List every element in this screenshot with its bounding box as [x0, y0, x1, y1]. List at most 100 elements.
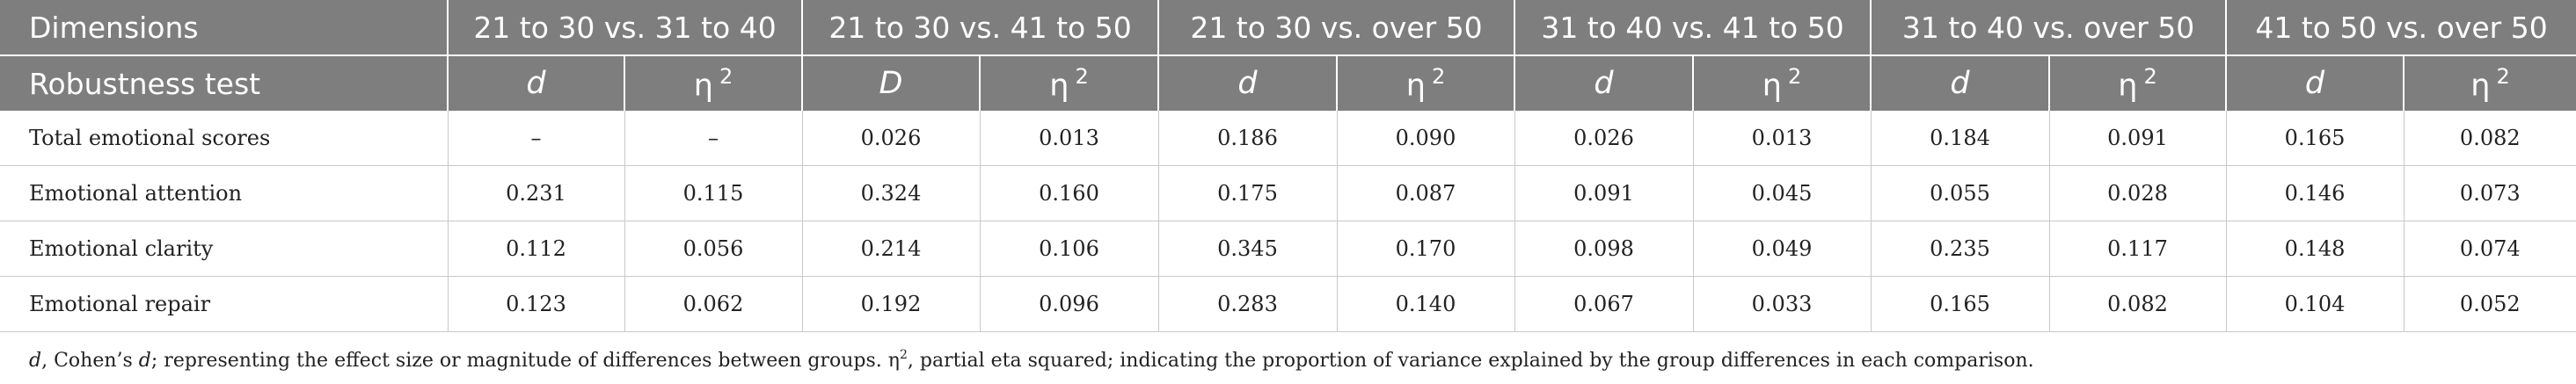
table-cell: 0.104	[2226, 276, 2405, 332]
measure-superscript: 2	[719, 63, 733, 89]
measure-superscript: 2	[1431, 63, 1446, 89]
measure-superscript: 2	[2143, 63, 2157, 89]
group-header: 41 to 50 vs. over 50	[2226, 0, 2576, 56]
footnote-d-symbol: d	[138, 350, 151, 372]
row-label: Emotional attention	[0, 165, 449, 221]
group-header: 21 to 30 vs. over 50	[1158, 0, 1516, 56]
table-cell: 0.033	[1693, 276, 1872, 332]
robustness-test-header: Robustness test	[0, 55, 449, 111]
footnote-d-symbol: d	[29, 350, 42, 372]
table-cell: 0.045	[1693, 165, 1872, 221]
measure-symbol: d	[1237, 66, 1258, 101]
footnote-text: , Cohen’s	[41, 350, 139, 372]
group-header: 21 to 30 vs. 31 to 40	[448, 0, 803, 56]
table-cell: 0.026	[802, 111, 981, 166]
measure-symbol: η	[1762, 68, 1782, 104]
measure-symbol: η	[2118, 68, 2138, 104]
table-cell: 0.049	[1693, 221, 1872, 277]
table-cell: 0.106	[980, 221, 1159, 277]
table-cell: 0.175	[1158, 165, 1338, 221]
table-cell: 0.165	[2226, 111, 2405, 166]
table-cell: 0.117	[2049, 221, 2227, 277]
table-cell: 0.235	[1871, 221, 2050, 277]
table-cell: 0.146	[2226, 165, 2405, 221]
table-cell: 0.160	[980, 165, 1159, 221]
row-label: Emotional repair	[0, 276, 449, 332]
measure-symbol: η	[1405, 68, 1426, 104]
table-cell: 0.186	[1158, 111, 1338, 166]
effect-size-table: Dimensions 21 to 30 vs. 31 to 40 21 to 3…	[0, 0, 2576, 332]
table-cell: 0.074	[2404, 221, 2576, 277]
table-cell: 0.231	[448, 165, 625, 221]
table-cell: 0.140	[1337, 276, 1515, 332]
table-cell: 0.013	[1693, 111, 1872, 166]
table-row: Emotional clarity 0.112 0.056 0.214 0.106 0.3…	[0, 221, 2576, 277]
table-cell: 0.214	[802, 221, 981, 277]
group-header: 31 to 40 vs. 41 to 50	[1514, 0, 1872, 56]
measure-symbol: η	[2470, 68, 2491, 104]
measure-symbol: d	[1594, 66, 1614, 101]
table-cell: 0.096	[980, 276, 1159, 332]
table-cell: 0.123	[448, 276, 625, 332]
measure-superscript: 2	[1075, 63, 1089, 89]
measure-symbol: d	[2304, 66, 2325, 101]
measure-symbol: D	[879, 66, 903, 101]
table-row: Emotional repair 0.123 0.062 0.192 0.096 0.28…	[0, 276, 2576, 332]
cohens-d-header: d	[1158, 55, 1338, 111]
table-cell: 0.056	[624, 221, 803, 277]
table-cell: 0.283	[1158, 276, 1338, 332]
table-cell: 0.055	[1871, 165, 2050, 221]
cohens-d-header: d	[1514, 55, 1695, 111]
measure-superscript: 2	[2496, 63, 2510, 89]
table-footnote: d, Cohen’s d; representing the effect si…	[29, 348, 2034, 372]
header-row-groups: Dimensions 21 to 30 vs. 31 to 40 21 to 3…	[0, 0, 2576, 56]
table-cell: 0.165	[1871, 276, 2050, 332]
table-cell: 0.028	[2049, 165, 2227, 221]
table-cell: 0.184	[1871, 111, 2050, 166]
row-label: Total emotional scores	[0, 111, 449, 166]
table-cell: 0.324	[802, 165, 981, 221]
table-cell: 0.073	[2404, 165, 2576, 221]
measure-symbol: η	[1049, 68, 1069, 104]
table-cell: 0.026	[1514, 111, 1694, 166]
table-cell: 0.115	[624, 165, 803, 221]
measure-symbol: d	[1950, 66, 1970, 101]
table-cell: –	[624, 111, 803, 166]
table-cell: 0.112	[448, 221, 625, 277]
footnote-text: ; representing the effect size or magnit…	[150, 350, 900, 372]
cohens-d-header: D	[802, 55, 981, 111]
group-header: 31 to 40 vs. over 50	[1871, 0, 2228, 56]
table-cell: 0.192	[802, 276, 981, 332]
row-label: Emotional clarity	[0, 221, 449, 277]
table-cell: 0.098	[1514, 221, 1694, 277]
table-cell: 0.082	[2404, 111, 2576, 166]
table-cell: 0.067	[1514, 276, 1694, 332]
table-row: Emotional attention 0.231 0.115 0.324 0.160 0…	[0, 165, 2576, 221]
table-cell: 0.013	[980, 111, 1159, 166]
table-cell: 0.062	[624, 276, 803, 332]
group-header: 21 to 30 vs. 41 to 50	[802, 0, 1159, 56]
table-cell: 0.091	[1514, 165, 1694, 221]
cohens-d-header: d	[1871, 55, 2051, 111]
table-cell: 0.090	[1337, 111, 1515, 166]
measure-symbol: d	[526, 66, 546, 101]
measure-symbol: η	[693, 68, 713, 104]
table-cell: 0.091	[2049, 111, 2227, 166]
table-cell: 0.082	[2049, 276, 2227, 332]
measure-superscript: 2	[1787, 63, 1802, 89]
footnote-eta-superscript: 2	[899, 348, 908, 362]
table-cell: –	[448, 111, 625, 166]
table-cell: 0.170	[1337, 221, 1515, 277]
table-row: Total emotional scores – –0.026 0.013 0.186 0…	[0, 111, 2576, 166]
dimensions-header: Dimensions	[0, 0, 449, 56]
table-cell: 0.148	[2226, 221, 2405, 277]
cohens-d-header: d	[448, 55, 625, 111]
table-cell: 0.087	[1337, 165, 1515, 221]
